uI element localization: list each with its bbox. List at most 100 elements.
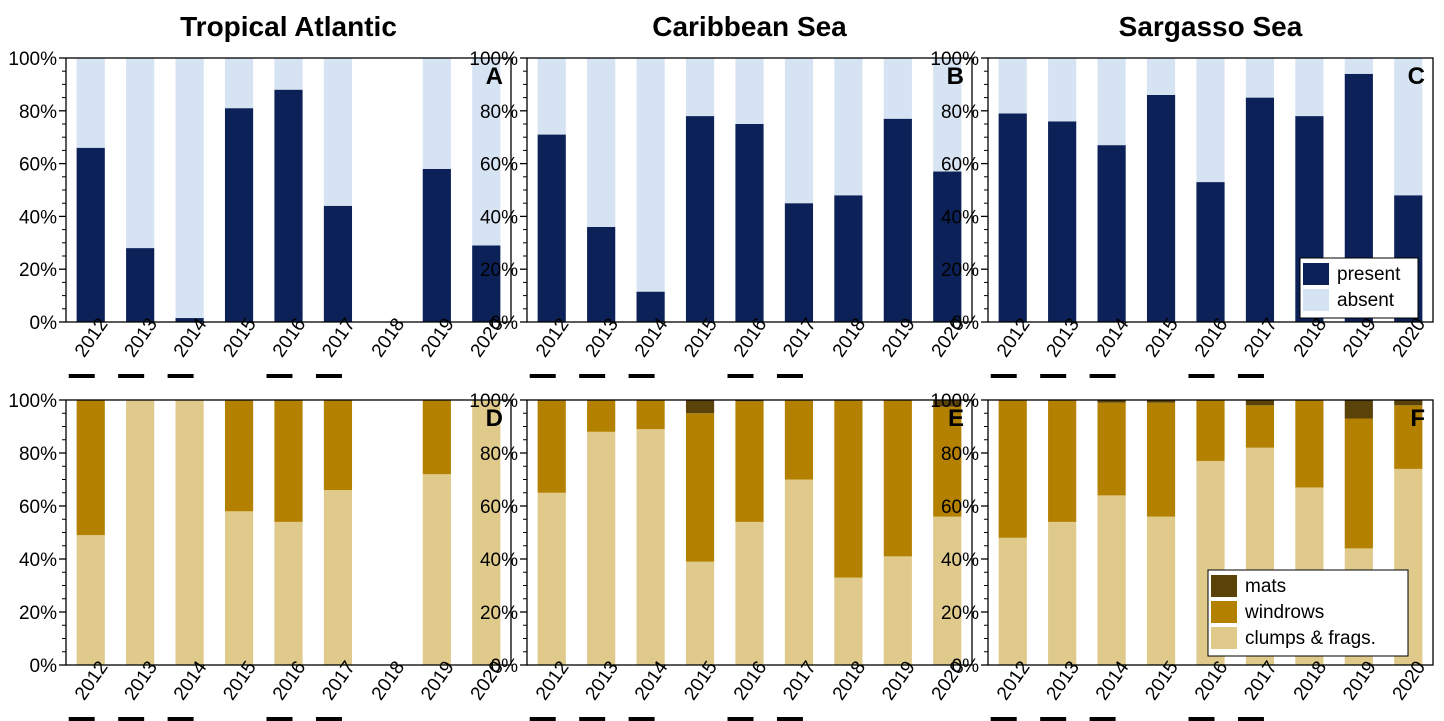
year-underline-b-2016 [727,374,754,378]
bar-e-2020-windrows [933,406,962,517]
bar-e-2014-clumps-frags [636,429,665,665]
legend-morphology: mats windrows clumps & frags. [1207,569,1409,657]
bar-d-2012-windrows [76,400,105,536]
bar-a-2012-present [76,147,105,322]
y-tick-label-b: 80% [480,102,518,123]
legend-swatch-present [1303,263,1329,285]
year-underline-a-2017 [315,374,342,378]
y-tick-label-a: 20% [19,260,57,281]
year-underline-e-2017 [776,717,803,721]
panel-letter-b: B [947,63,964,90]
y-tick-label-c: 60% [941,155,979,176]
bar-b-2019-absent [883,58,912,119]
year-underline-f-2012 [990,717,1017,721]
column-title-sargasso-sea: Sargasso Sea [1119,11,1303,42]
column-titles: Tropical Atlantic Caribbean Sea Sargasso S… [180,11,1303,42]
y-tick-label-f: 40% [941,550,979,571]
bar-d-2016-clumps-frags [274,521,303,665]
bar-b-2014-present [636,291,665,322]
bar-d-2013-clumps-frags [126,400,155,665]
bar-c-2013-present [1048,121,1077,322]
bar-b-2020-absent [933,58,962,172]
bar-c-2016-absent [1196,58,1225,183]
bar-d-2016-windrows [274,400,303,522]
year-underline-b-2017 [776,374,803,378]
bar-b-2013-present [587,226,616,322]
legend-presence: present absent [1299,257,1419,319]
y-tick-label-c: 20% [941,260,979,281]
legend-swatch-windrows [1211,601,1237,623]
y-tick-label-d: 20% [19,603,57,624]
bar-d-2020-clumps-frags [472,400,501,665]
y-tick-label-a: 100% [8,49,57,70]
y-tick-label-f: 20% [941,603,979,624]
year-underline-d-2016 [266,717,293,721]
bar-c-2014-present [1097,145,1126,322]
year-underline-c-2012 [990,374,1017,378]
bar-e-2013-windrows [587,400,616,432]
year-underline-f-2013 [1040,717,1067,721]
y-tick-label-b: 60% [480,155,518,176]
panel-letter-d: D [486,405,503,432]
y-tick-label-b: 100% [469,49,518,70]
legend-swatch-absent [1303,289,1329,311]
y-tick-label-b: 40% [480,207,518,228]
bar-f-2013-windrows [1048,400,1077,522]
bar-c-2020-absent [1394,58,1423,196]
y-tick-label-f: 0% [952,656,980,677]
bar-b-2017-present [784,203,814,322]
legend-label-clumps-frags: clumps & frags. [1245,628,1376,649]
bar-a-2013-present [126,248,155,322]
bar-a-2019-present [422,168,451,322]
year-underline-e-2016 [727,717,754,721]
year-underline-c-2014 [1089,374,1116,378]
year-underline-f-2017 [1237,717,1264,721]
panel-f: 0%20%40%60%80%100%2012 2013 2014 2015 2016 20… [930,391,1434,721]
year-underline-b-2012 [529,374,556,378]
bar-c-2018-absent [1295,58,1324,117]
bar-e-2016-clumps-frags [735,521,764,665]
year-underline-a-2013 [118,374,145,378]
bar-f-2017-mats [1245,400,1275,406]
panel-a: 0%20%40%60%80%100%2012 2013 2014 2015 2016 20… [8,49,512,378]
bar-e-2015-clumps-frags [685,561,715,665]
bar-e-2019-clumps-frags [883,556,912,665]
year-underline-c-2017 [1237,374,1264,378]
panel-letter-c: C [1408,63,1425,90]
bar-f-2013-clumps-frags [1048,521,1077,665]
column-title-caribbean-sea: Caribbean Sea [652,11,847,42]
year-underline-a-2012 [68,374,95,378]
bar-a-2017-present [323,205,353,322]
bar-a-2020-absent [472,58,501,246]
legend-swatch-mats [1211,575,1237,597]
panel-letter-e: E [948,405,964,432]
bar-c-2019-absent [1344,58,1373,74]
bar-f-2020-mats [1394,400,1423,406]
year-underline-f-2016 [1188,717,1215,721]
panel-b: 0%20%40%60%80%100%2012 2013 2014 2015 2016 20… [469,49,973,378]
bar-d-2017-clumps-frags [323,490,353,665]
y-tick-label-a: 60% [19,155,57,176]
bar-c-2016-present [1196,182,1225,322]
bar-c-2015-absent [1146,58,1176,95]
year-underline-d-2014 [167,717,194,721]
bar-a-2017-absent [323,58,353,206]
year-underline-f-2014 [1089,717,1116,721]
y-tick-label-c: 40% [941,207,979,228]
bar-a-2015-absent [224,58,254,109]
bar-d-2015-clumps-frags [224,511,254,665]
legend-box [1207,569,1409,657]
bar-c-2014-absent [1097,58,1126,146]
y-tick-label-f: 100% [930,391,979,412]
y-tick-label-c: 80% [941,102,979,123]
panel-c: 0%20%40%60%80%100%2012 2013 2014 2015 2016 20… [930,49,1434,378]
year-underline-e-2013 [579,717,606,721]
bar-f-2014-clumps-frags [1097,495,1126,665]
bar-b-2015-absent [685,58,715,117]
y-tick-label-e: 100% [469,391,518,412]
bar-a-2013-absent [126,58,155,249]
bar-e-2012-windrows [537,400,566,493]
bar-a-2015-present [224,108,254,322]
legend-label-present: present [1337,264,1401,285]
bar-b-2014-absent [636,58,665,292]
